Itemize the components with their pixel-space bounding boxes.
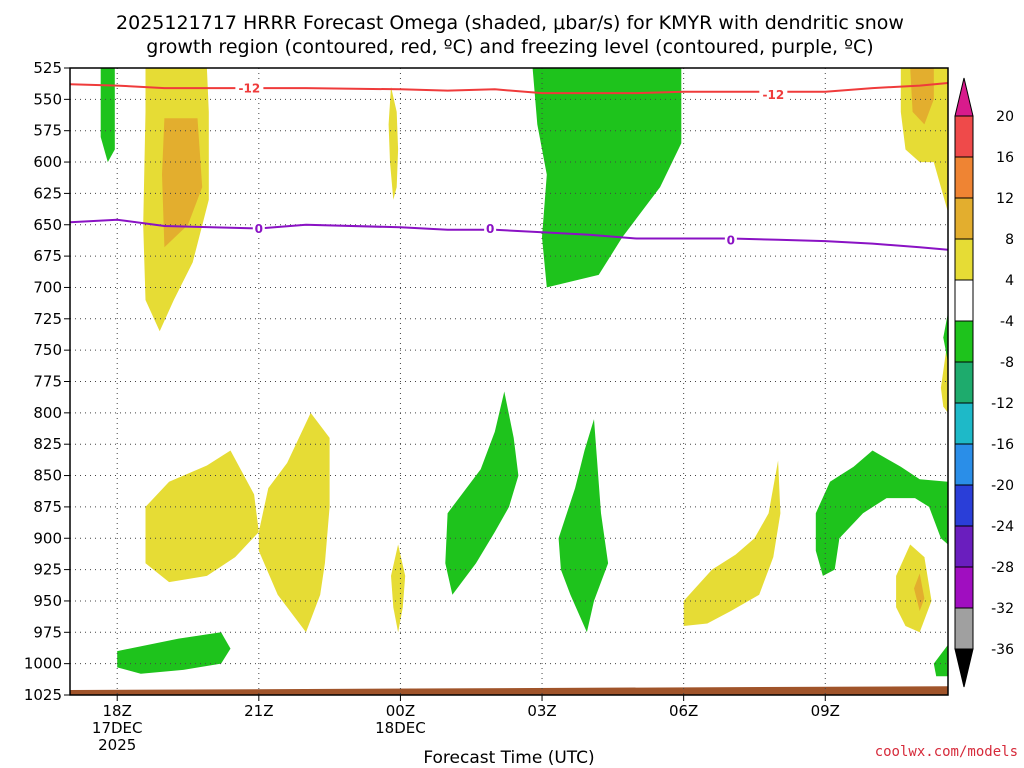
x-tick-label-18-1: 17DEC — [92, 719, 143, 737]
omega-region-16 — [815, 450, 948, 576]
x-tick-label-24-1: 18DEC — [375, 719, 426, 737]
omega-region-15 — [683, 460, 781, 626]
x-tick-label-18-0: 18Z — [103, 702, 132, 720]
contour-label-bg-1-2 — [724, 232, 737, 247]
chart-title-line1: 2025121717 HRRR Forecast Omega (shaded, … — [116, 12, 904, 34]
y-tick-label-850: 850 — [33, 467, 62, 485]
colorbar-box-8 — [954, 443, 974, 486]
omega-region-0 — [100, 68, 115, 163]
colorbar-label-5: -4 — [1000, 314, 1014, 330]
contour-label-0-1: -12 — [763, 88, 785, 102]
contour-label-1-1: 0 — [486, 222, 494, 236]
y-axis-ticks: 525 550 575 600 625 650 675 700 725 750 775 800 825 8… — [24, 59, 70, 704]
colorbar-label-1: 16 — [996, 150, 1014, 166]
y-tick-label-775: 775 — [33, 373, 62, 391]
y-tick-label-675: 675 — [33, 247, 62, 265]
y-tick-label-550: 550 — [33, 90, 62, 108]
y-tick-label-925: 925 — [33, 561, 62, 579]
colorbar-label-13: -36 — [991, 642, 1014, 658]
y-tick-label-575: 575 — [33, 122, 62, 140]
colorbar-label-3: 8 — [1005, 232, 1014, 248]
omega-region-2 — [162, 118, 203, 248]
colorbar-arrow-bottom — [954, 648, 974, 688]
contour-label-bg-1-0 — [252, 221, 265, 236]
colorbar-box-0 — [954, 115, 974, 158]
y-tick-label-900: 900 — [33, 529, 62, 547]
omega-region-13 — [445, 391, 519, 595]
plot-content: -12 -12 0 0 0 — [70, 68, 948, 695]
omega-region-11 — [258, 412, 330, 633]
y-tick-label-525: 525 — [33, 59, 62, 77]
credit-text: coolwx.com/models — [875, 744, 1018, 760]
colorbar-box-6 — [954, 361, 974, 404]
contour-label-bg-1-1 — [484, 221, 497, 236]
y-tick-label-725: 725 — [33, 310, 62, 328]
y-tick-label-625: 625 — [33, 184, 62, 202]
x-tick-label-27-0: 03Z — [527, 702, 556, 720]
omega-region-7 — [940, 337, 948, 413]
omega-region-14 — [558, 419, 609, 633]
colorbar-label-12: -32 — [991, 601, 1014, 617]
omega-region-10 — [145, 450, 259, 583]
colorbar-box-2 — [954, 197, 974, 240]
x-tick-label-21-0: 21Z — [244, 702, 273, 720]
colorbar-label-8: -16 — [991, 437, 1014, 453]
colorbar-box-10 — [954, 525, 974, 568]
y-tick-label-1025: 1025 — [24, 686, 62, 704]
colorbar-label-6: -8 — [1000, 355, 1014, 371]
x-tick-label-24-0: 00Z — [386, 702, 415, 720]
contour-label-0-0: -12 — [239, 82, 261, 96]
colorbar-label-2: 12 — [996, 191, 1014, 207]
omega-region-3 — [388, 86, 399, 200]
colorbar-box-12 — [954, 607, 974, 650]
y-tick-label-650: 650 — [33, 216, 62, 234]
colorbar-box-4 — [954, 279, 974, 322]
plot-area: -12 -12 0 0 0 — [70, 68, 948, 695]
contour-line-1 — [70, 218, 948, 251]
chart-title-line2: growth region (contoured, red, ºC) and f… — [146, 36, 873, 58]
y-tick-label-700: 700 — [33, 278, 62, 296]
colorbar-box-3 — [954, 238, 974, 281]
colorbar-label-0: 20 — [996, 109, 1014, 125]
y-tick-label-875: 875 — [33, 498, 62, 516]
omega-region-8 — [943, 312, 948, 363]
colorbar: 20 16 12 8 4 -4 -8 -12 -16 -20 -24 -28 -32 -36 — [954, 77, 1014, 688]
colorbar-label-11: -28 — [991, 560, 1014, 576]
x-tick-label-30-0: 06Z — [669, 702, 698, 720]
colorbar-box-7 — [954, 402, 974, 445]
x-axis-label: Forecast Time (UTC) — [423, 748, 594, 768]
colorbar-label-4: 4 — [1005, 273, 1014, 289]
omega-region-4 — [532, 68, 682, 288]
colorbar-label-9: -20 — [991, 478, 1014, 494]
ground-surface — [70, 686, 948, 695]
colorbar-label-7: -12 — [991, 396, 1014, 412]
omega-region-12 — [391, 544, 406, 633]
contour-label-1-0: 0 — [255, 222, 263, 236]
omega-region-18 — [914, 573, 925, 611]
y-tick-label-1000: 1000 — [24, 655, 62, 673]
x-tick-label-18-2: 2025 — [98, 736, 136, 754]
omega-region-6 — [910, 68, 934, 125]
y-tick-label-825: 825 — [33, 435, 62, 453]
colorbar-box-1 — [954, 156, 974, 199]
y-tick-label-750: 750 — [33, 341, 62, 359]
colorbar-box-9 — [954, 484, 974, 527]
contour-label-bg-0-1 — [759, 87, 788, 102]
y-tick-label-800: 800 — [33, 404, 62, 422]
y-tick-label-975: 975 — [33, 623, 62, 641]
colorbar-box-5 — [954, 320, 974, 363]
y-tick-label-600: 600 — [33, 153, 62, 171]
colorbar-box-11 — [954, 566, 974, 609]
y-tick-label-950: 950 — [33, 592, 62, 610]
contour-label-bg-0-0 — [235, 81, 264, 96]
colorbar-label-10: -24 — [991, 519, 1014, 535]
x-tick-label-33-0: 09Z — [811, 702, 840, 720]
contour-label-1-2: 0 — [727, 233, 735, 247]
omega-region-17 — [896, 544, 932, 633]
omega-region-19 — [933, 644, 948, 677]
